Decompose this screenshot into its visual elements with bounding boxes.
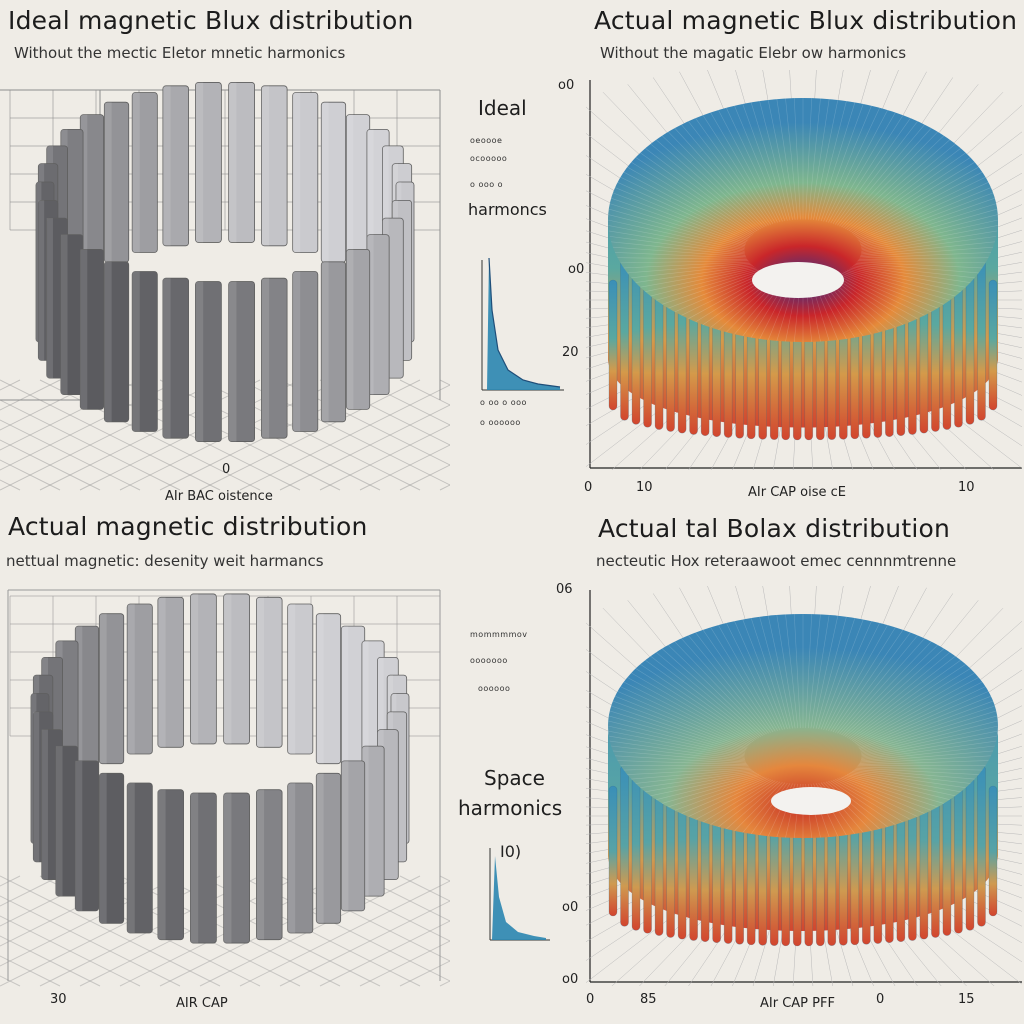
- panel-2-y-tick-top: o0: [558, 78, 575, 93]
- panel-1-diagram: [0, 82, 450, 491]
- panel-2-diagram: [586, 70, 1022, 470]
- space-heading: Space: [484, 766, 545, 790]
- panel-2-x-tick-3: 10: [958, 480, 975, 495]
- panel-4-diagram: [586, 586, 1022, 986]
- panel-3-diagram: [0, 589, 450, 987]
- panel-4-subtitle: necteutic Hox reteraawoot emec cennnmtre…: [596, 552, 957, 570]
- panel-3-subtitle: nettual magnetic: desenity weit harmancs: [6, 552, 324, 570]
- panel-2-title: Actual magnetic Blux distribution: [594, 6, 1018, 35]
- space-legend-line-2: ooooooo: [470, 656, 508, 665]
- panel-4-x-tick-4: 15: [958, 992, 975, 1007]
- space-legend-line-1: mommmmov: [470, 630, 528, 639]
- panel-2-x-axis-label: AIr CAP oise cE: [748, 485, 846, 500]
- space-legend-line-3: oooooo: [478, 684, 511, 693]
- ideal-legend-line-1: oeoooe: [470, 136, 503, 145]
- space-tick: o0: [562, 900, 579, 915]
- ideal-legend-line-2: ocooooo: [470, 154, 508, 163]
- ideal-harmonic-spectrum: [481, 257, 564, 391]
- panel-2-x-tick-2: 10: [636, 480, 653, 495]
- panel-4-x-tick-3: 0: [876, 992, 885, 1007]
- panel-4-y-tick-top: 06: [556, 582, 573, 597]
- ideal-axis-line-1: o oo o ooo: [480, 398, 527, 407]
- space-harmonic-spectrum: [489, 848, 550, 941]
- panel-4-y-tick-mid: o0: [562, 972, 579, 987]
- panel-1-tick: 0: [222, 462, 231, 477]
- panel-4-x-tick-2: 85: [640, 992, 657, 1007]
- panel-2-x-tick-1: 0: [584, 480, 593, 495]
- ideal-axis-line-2: o oooooo: [480, 418, 521, 427]
- panel-4-title: Actual tal Bolax distribution: [598, 514, 951, 543]
- ideal-tick-1: o0: [568, 262, 585, 277]
- panel-3-tick: 30: [50, 992, 67, 1007]
- ideal-harmonics-label: harmoncs: [468, 200, 547, 219]
- panel-4-x-tick-1: 0: [586, 992, 595, 1007]
- panel-3-x-axis-label: AIR CAP: [176, 996, 228, 1011]
- panel-1-subtitle: Without the mectic Eletor mnetic harmoni…: [14, 44, 346, 62]
- ideal-heading: Ideal: [478, 96, 527, 120]
- panel-1-title: Ideal magnetic Blux distribution: [8, 6, 414, 35]
- panel-4-x-axis-label: AIr CAP PFF: [760, 996, 835, 1011]
- ideal-legend-line-3: o ooo o: [470, 180, 504, 189]
- panel-3-title: Actual magnetic distribution: [8, 512, 368, 541]
- ideal-tick-2: 20: [562, 345, 579, 360]
- panel-2-subtitle: Without the magatic Elebr ow harmonics: [600, 44, 907, 62]
- space-harmonics-label: harmonics: [458, 796, 563, 820]
- space-value: I0): [500, 842, 522, 861]
- panel-1-x-axis-label: AIr BAC oistence: [165, 489, 273, 504]
